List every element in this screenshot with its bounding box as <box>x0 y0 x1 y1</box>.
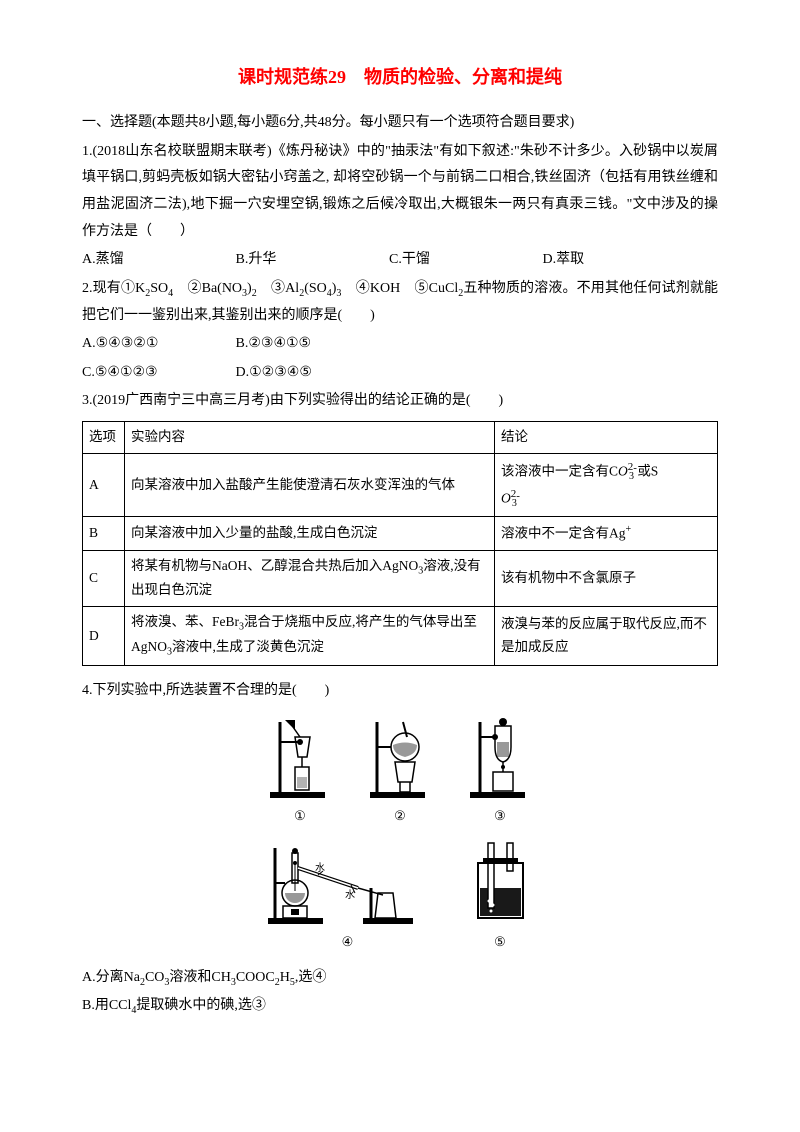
q4-stem: 4.下列实验中,所选装置不合理的是( ) <box>82 678 718 705</box>
page-title: 课时规范练29 物质的检验、分离和提纯 <box>82 60 718 94</box>
q1-stem: 1.(2018山东名校联盟期末联考)《炼丹秘诀》中的"抽汞法"有如下叙述:"朱砂… <box>82 139 718 245</box>
table-row: C 将某有机物与NaOH、乙醇混合共热后加入AgNO3溶液,没有出现白色沉淀 该… <box>83 550 718 607</box>
filtration-icon <box>265 712 335 802</box>
distillation-icon: 水 水 <box>263 833 433 928</box>
apparatus-2: ② <box>365 712 435 829</box>
section-header: 一、选择题(本题共8小题,每小题6分,共48分。每小题只有一个选项符合题目要求) <box>82 110 718 137</box>
table-header-row: 选项 实验内容 结论 <box>83 421 718 453</box>
fig-label-3: ③ <box>465 804 535 829</box>
q2-option-d: D.①②③④⑤ <box>236 360 386 387</box>
fig-label-2: ② <box>365 804 435 829</box>
apparatus-5: ⑤ <box>463 833 538 955</box>
q4-option-b: B.用CCl4提取碘水中的碘,选③ <box>82 993 718 1020</box>
q4-figures: ① ② <box>82 712 718 954</box>
q3-table: 选项 实验内容 结论 A 向某溶液中加入盐酸产生能使澄清石灰水变浑浊的气体 该溶… <box>82 421 718 666</box>
cell-result-d: 液溴与苯的反应属于取代反应,而不是加成反应 <box>495 607 718 665</box>
th-result: 结论 <box>495 421 718 453</box>
gas-wash-icon <box>463 833 538 928</box>
table-row: A 向某溶液中加入盐酸产生能使澄清石灰水变浑浊的气体 该溶液中一定含有CO2-3… <box>83 453 718 516</box>
th-content: 实验内容 <box>125 421 495 453</box>
th-option: 选项 <box>83 421 125 453</box>
cell-opt-a: A <box>83 453 125 516</box>
q1-option-b: B.升华 <box>236 247 386 274</box>
q3-stem: 3.(2019广西南宁三中高三月考)由下列实验得出的结论正确的是( ) <box>82 388 718 415</box>
cell-content-a: 向某溶液中加入盐酸产生能使澄清石灰水变浑浊的气体 <box>125 453 495 516</box>
table-row: B 向某溶液中加入少量的盐酸,生成白色沉淀 溶液中不一定含有Ag+ <box>83 517 718 550</box>
q4-option-a: A.分离Na2CO3溶液和CH3COOC2H5,选④ <box>82 965 718 992</box>
q2-stem: 2.现有①K2SO4 ②Ba(NO3)2 ③Al2(SO4)3 ④KOH ⑤Cu… <box>82 276 718 329</box>
svg-text:水: 水 <box>315 862 325 874</box>
q1-option-d: D.萃取 <box>543 247 693 274</box>
separating-funnel-icon <box>465 712 535 802</box>
q2-options-row1: A.⑤④③②① B.②③④①⑤ <box>82 331 718 358</box>
apparatus-3: ③ <box>465 712 535 829</box>
q1-options: A.蒸馏 B.升华 C.干馏 D.萃取 <box>82 247 718 274</box>
fig-label-5: ⑤ <box>463 930 538 955</box>
apparatus-1: ① <box>265 712 335 829</box>
q1-option-c: C.干馏 <box>389 247 539 274</box>
evaporation-icon <box>365 712 435 802</box>
table-row: D 将液溴、苯、FeBr3混合于烧瓶中反应,将产生的气体导出至AgNO3溶液中,… <box>83 607 718 665</box>
cell-content-d: 将液溴、苯、FeBr3混合于烧瓶中反应,将产生的气体导出至AgNO3溶液中,生成… <box>125 607 495 665</box>
cell-opt-b: B <box>83 517 125 550</box>
cell-content-c: 将某有机物与NaOH、乙醇混合共热后加入AgNO3溶液,没有出现白色沉淀 <box>125 550 495 607</box>
cell-result-c: 该有机物中不含氯原子 <box>495 550 718 607</box>
cell-opt-d: D <box>83 607 125 665</box>
cell-result-a: 该溶液中一定含有CO2-3 或SO2-3 <box>495 453 718 516</box>
fig-label-4: ④ <box>263 930 433 955</box>
cell-opt-c: C <box>83 550 125 607</box>
q2-options-row2: C.⑤④①②③ D.①②③④⑤ <box>82 360 718 387</box>
cell-result-b: 溶液中不一定含有Ag+ <box>495 517 718 550</box>
fig-label-1: ① <box>265 804 335 829</box>
q2-option-a: A.⑤④③②① <box>82 331 232 358</box>
cell-content-b: 向某溶液中加入少量的盐酸,生成白色沉淀 <box>125 517 495 550</box>
apparatus-4: 水 水 ④ <box>263 833 433 955</box>
q2-option-b: B.②③④①⑤ <box>236 331 386 358</box>
q2-option-c: C.⑤④①②③ <box>82 360 232 387</box>
q1-option-a: A.蒸馏 <box>82 247 232 274</box>
